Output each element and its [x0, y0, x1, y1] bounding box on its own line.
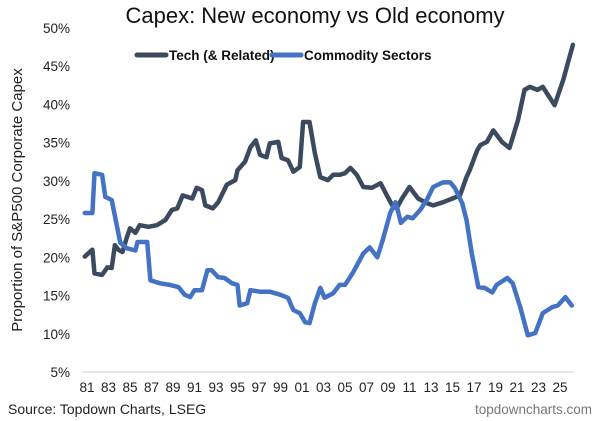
- x-tick-label: 01: [294, 380, 309, 395]
- y-tick-label: 50%: [43, 21, 70, 36]
- y-tick-label: 5%: [50, 365, 70, 380]
- x-tick-label: 89: [165, 380, 180, 395]
- watermark: topdowncharts.com: [475, 402, 592, 417]
- x-tick-label: 97: [251, 380, 266, 395]
- y-tick-label: 10%: [43, 327, 70, 342]
- y-tick-label: 20%: [43, 250, 70, 265]
- y-tick-label: 45%: [43, 59, 70, 74]
- x-tick-label: 91: [187, 380, 202, 395]
- series-line-tech: [82, 42, 576, 278]
- series-line-commodity: [82, 170, 575, 338]
- y-tick-label: 40%: [43, 97, 70, 112]
- x-tick-label: 15: [445, 380, 460, 395]
- y-axis-label: Proportion of S&P500 Corporate Capex: [9, 68, 26, 332]
- y-tick-label: 30%: [43, 174, 70, 189]
- x-tick-labels: 81 83 85 87 89 91 93 95 97 99 01 03 05 07 09 11 13 15 17 19…: [79, 380, 567, 395]
- source-note: Source: Topdown Charts, LSEG: [8, 401, 206, 417]
- x-tick-label: 23: [531, 380, 546, 395]
- x-tick-label: 07: [359, 380, 374, 395]
- x-tick-label: 11: [402, 380, 416, 395]
- x-tick-label: 95: [230, 380, 245, 395]
- x-tick-label: 21: [509, 380, 524, 395]
- legend: Tech (& Related) Commodity Sectors: [134, 48, 432, 63]
- y-tick-label: 25%: [43, 212, 70, 227]
- x-tick-label: 93: [208, 380, 223, 395]
- x-tick-label: 81: [79, 380, 94, 395]
- chart-title: Capex: New economy vs Old economy: [125, 3, 504, 28]
- y-tick-label: 15%: [43, 289, 70, 304]
- x-tick-label: 09: [380, 380, 395, 395]
- series-lines: [82, 42, 576, 338]
- y-tick-labels: 5% 10% 15% 20% 25% 30% 35% 40% 45% 50%: [43, 21, 70, 380]
- x-tick-label: 83: [101, 380, 116, 395]
- x-tick-label: 25: [552, 380, 567, 395]
- x-tick-label: 13: [423, 380, 438, 395]
- x-tick-label: 19: [488, 380, 503, 395]
- x-tick-label: 85: [122, 380, 137, 395]
- x-tick-label: 17: [466, 380, 481, 395]
- x-tick-label: 87: [144, 380, 159, 395]
- x-tick-label: 05: [337, 380, 352, 395]
- x-tick-label: 99: [273, 380, 288, 395]
- y-tick-label: 35%: [43, 136, 70, 151]
- legend-label-commodity: Commodity Sectors: [304, 48, 432, 63]
- legend-label-tech: Tech (& Related): [169, 48, 275, 63]
- x-tick-label: 03: [316, 380, 331, 395]
